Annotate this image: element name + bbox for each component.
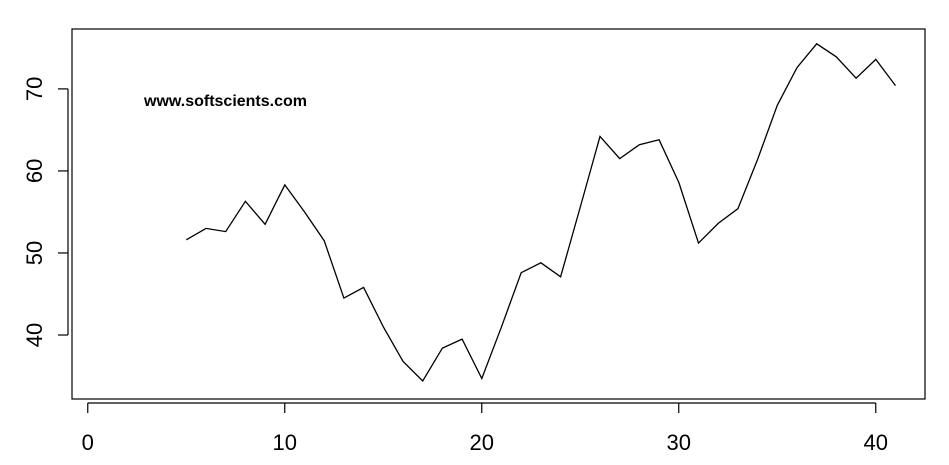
x-axis: 0 10 20 30 40 [82, 402, 888, 455]
y-tick-label: 50 [22, 241, 47, 265]
series-layer [185, 42, 897, 383]
y-tick-label: 70 [22, 77, 47, 101]
x-tick-label: 0 [82, 430, 94, 455]
series-line [185, 42, 897, 383]
x-tick-label: 40 [864, 430, 888, 455]
watermark-annotation: www.softscients.com [143, 93, 307, 110]
y-tick-label: 40 [22, 323, 47, 347]
x-tick-label: 20 [470, 430, 494, 455]
x-tick-label: 30 [667, 430, 691, 455]
y-tick-label: 60 [22, 159, 47, 183]
x-tick-label: 10 [273, 430, 297, 455]
y-axis: 40 50 60 70 [22, 77, 69, 347]
plot-box [71, 28, 926, 400]
